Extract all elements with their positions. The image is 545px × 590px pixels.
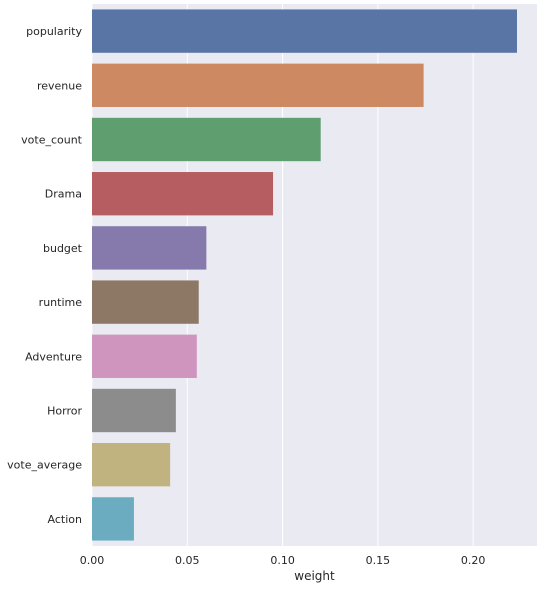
bar-vote-average	[92, 443, 171, 487]
bar-budget	[92, 226, 207, 270]
y-tick-label: Adventure	[25, 350, 82, 363]
x-tick-label: 0.00	[80, 554, 105, 567]
bar-horror	[92, 388, 176, 433]
x-tick-label: 0.20	[461, 554, 486, 567]
bar-vote-count	[92, 117, 321, 162]
x-tick-label: 0.15	[366, 554, 391, 567]
x-tick-label: 0.05	[175, 554, 200, 567]
bar-adventure	[92, 334, 197, 378]
y-tick-label: revenue	[37, 79, 82, 92]
y-tick-label: vote_average	[7, 459, 82, 472]
bar-drama	[92, 172, 274, 216]
y-tick-labels: popularity revenue vote_count Drama budget ru…	[7, 25, 83, 526]
bar-popularity	[92, 9, 517, 53]
bar-runtime	[92, 280, 199, 324]
y-tick-label: vote_count	[21, 134, 83, 147]
y-tick-label: Drama	[45, 188, 82, 201]
bars	[92, 9, 517, 541]
x-tick-label: 0.10	[270, 554, 295, 567]
x-tick-labels: 0.00 0.05 0.10 0.15 0.20	[80, 554, 486, 567]
y-tick-label: Action	[48, 513, 82, 526]
bar-action	[92, 497, 134, 541]
y-tick-label: popularity	[26, 25, 82, 38]
y-tick-label: budget	[43, 242, 83, 255]
y-tick-label: Horror	[47, 405, 82, 418]
y-tick-label: runtime	[39, 296, 83, 309]
x-axis-title: weight	[294, 569, 335, 583]
bar-revenue	[92, 63, 424, 107]
